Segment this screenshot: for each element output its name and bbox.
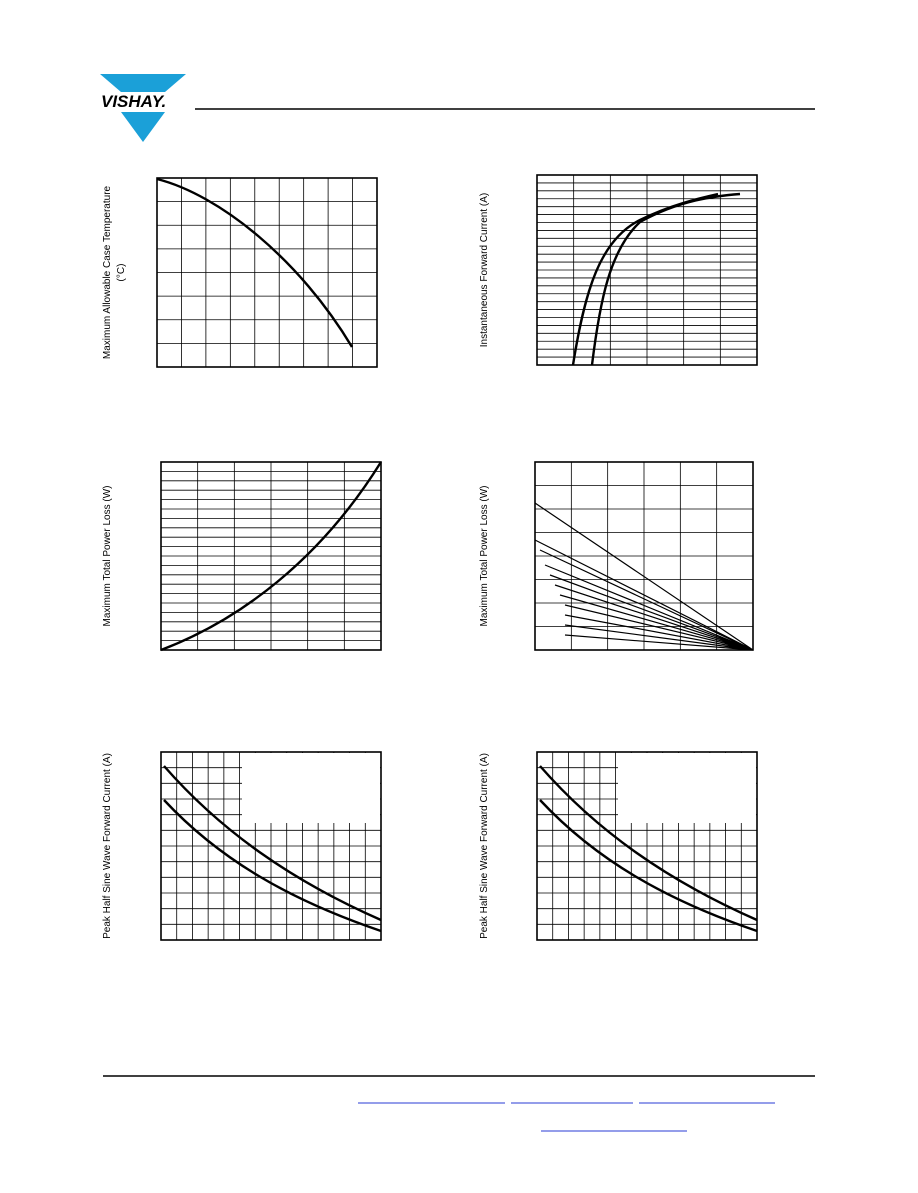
chart-frame [160, 461, 382, 651]
curve [156, 177, 354, 348]
y-axis-label: Maximum Total Power Loss (W) [102, 486, 113, 627]
curve [539, 799, 758, 933]
y-axis-label: Instantaneous Forward Current (A) [479, 193, 490, 348]
curve-family [534, 502, 754, 651]
y-axis-label: Maximum Allowable Case Temperature [102, 185, 113, 359]
curve [160, 461, 383, 652]
chart-frame [534, 461, 754, 651]
curve [163, 765, 382, 922]
curve [163, 799, 382, 933]
charts: Maximum Allowable Case Temperature (°C) In… [102, 174, 758, 941]
logo: VISHAY. [100, 74, 186, 142]
legend-box [242, 753, 380, 823]
y-axis-label: (°C) [116, 264, 127, 282]
y-axis-label: Peak Half Sine Wave Forward Current (A) [479, 753, 490, 939]
chart-frame [536, 174, 758, 366]
chart-frame [536, 751, 758, 941]
chart-frame [160, 751, 382, 941]
chart-frame [156, 177, 378, 368]
legend-box [618, 753, 756, 823]
logo-bottom [121, 112, 165, 142]
logo-top [100, 74, 186, 92]
curve [539, 765, 758, 922]
y-axis-label: Peak Half Sine Wave Forward Current (A) [102, 753, 113, 939]
curve [590, 192, 741, 366]
footer-links [358, 1102, 775, 1132]
y-axis-label: Maximum Total Power Loss (W) [479, 486, 490, 627]
logo-text: VISHAY. [101, 92, 166, 111]
